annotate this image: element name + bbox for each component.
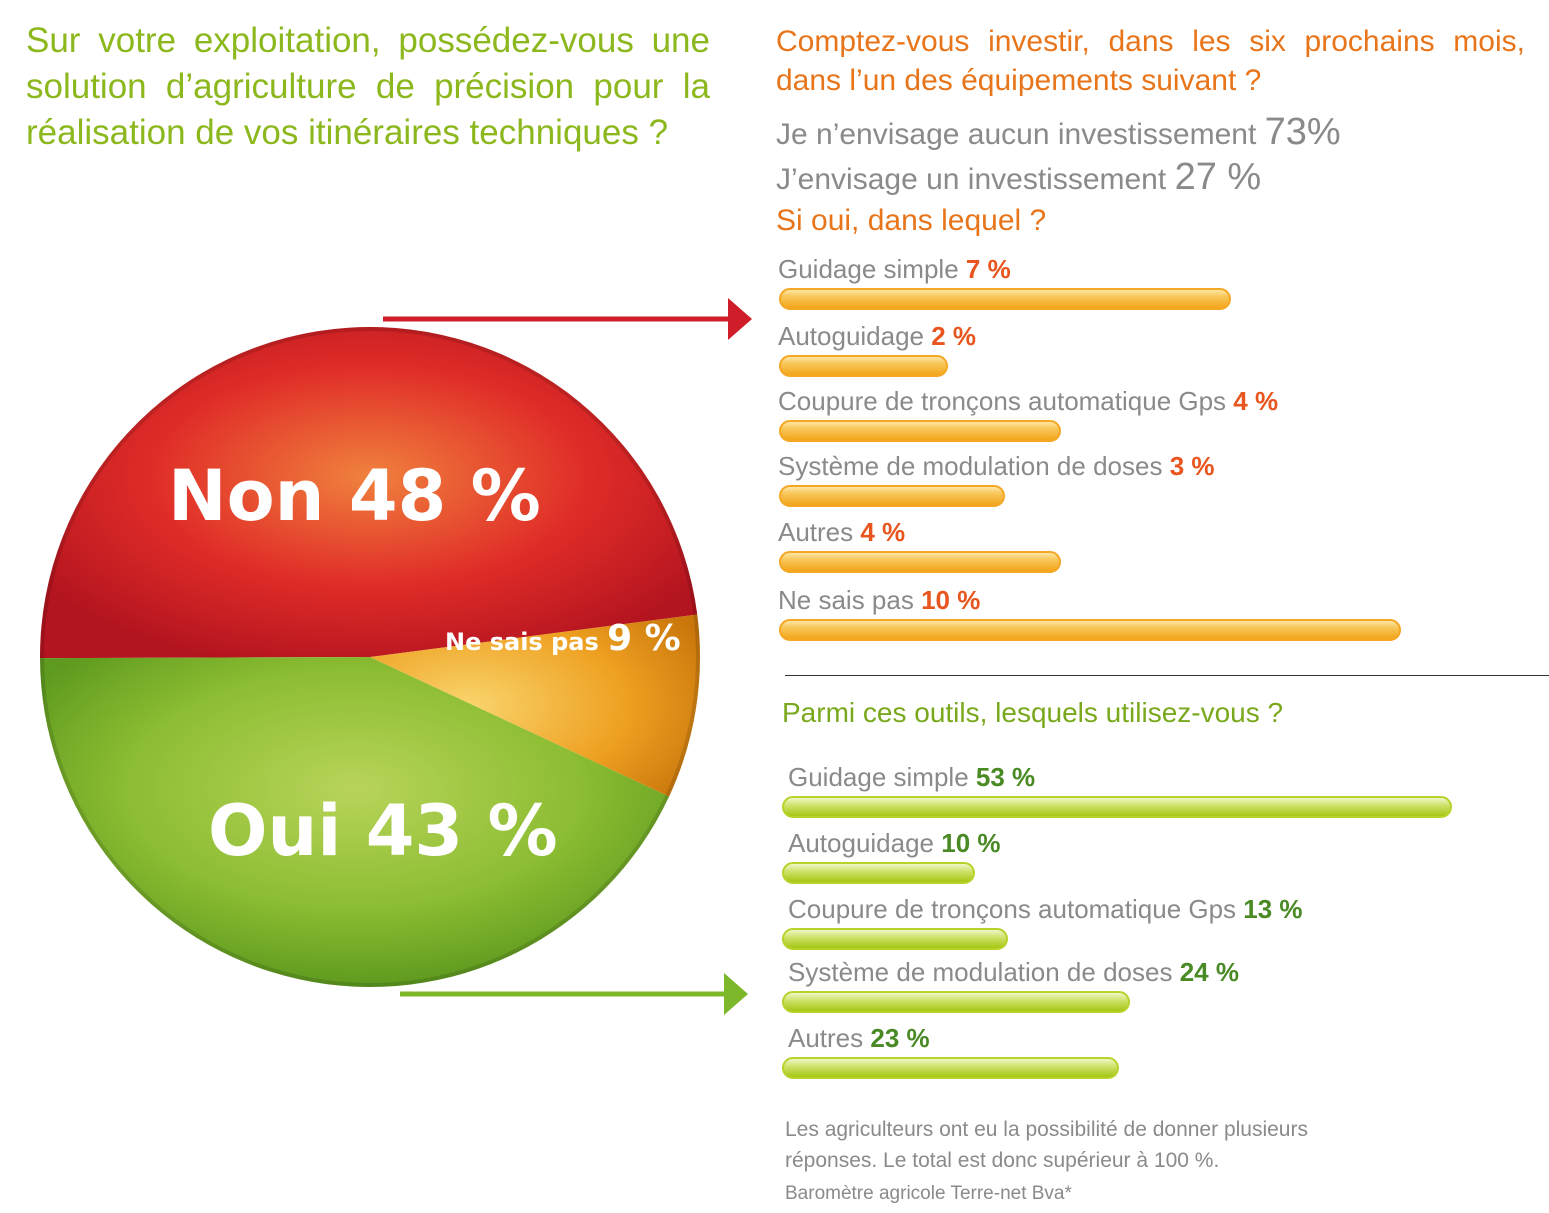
bar-value-label: 10 %	[921, 585, 981, 615]
bar	[779, 288, 1232, 310]
bar-label: Guidage simple 7 %	[778, 254, 1011, 285]
bar	[782, 796, 1453, 818]
invest-none-label: Je n’envisage aucun investissement	[776, 118, 1257, 151]
bar-label: Autres 23 %	[788, 1023, 930, 1054]
invest-none: Je n’envisage aucun investissement 73%	[776, 111, 1341, 154]
pie-label-nsp: Ne sais pas 9 %	[445, 618, 681, 659]
pie-rim	[40, 327, 700, 987]
bar-value-label: 3 %	[1169, 451, 1215, 481]
bar	[779, 619, 1401, 641]
pie-slice-nsp	[370, 614, 700, 797]
bar-label: Ne sais pas 10 %	[778, 585, 980, 616]
bar-category: Autres	[788, 1023, 871, 1053]
pie-question: Sur votre exploitation, possédez-vous un…	[26, 21, 710, 152]
bar	[782, 991, 1131, 1013]
pie-slice-non	[40, 327, 698, 659]
footnote-line-1: Les agriculteurs ont eu la possibilité d…	[785, 1118, 1308, 1141]
bar-category: Coupure de tronçons automatique Gps	[788, 894, 1244, 924]
pie-chart	[40, 298, 752, 1015]
bar-category: Système de modulation de doses	[778, 451, 1170, 481]
invest-none-value: 73%	[1264, 111, 1341, 153]
green-arrow-head	[724, 973, 748, 1015]
bar-label: Autres 4 %	[778, 517, 905, 548]
pie-label-nsp-value: 9 %	[607, 618, 681, 659]
pie-slice-oui	[40, 657, 670, 987]
bar	[782, 862, 975, 884]
bar-category: Guidage simple	[778, 254, 966, 284]
bar-label: Système de modulation de doses 3 %	[778, 451, 1215, 482]
bar	[779, 420, 1062, 442]
invest-one-value: 27 %	[1174, 156, 1262, 198]
bar-category: Autoguidage	[778, 321, 932, 351]
source-credit: Baromètre agricole Terre-net Bva*	[785, 1183, 1072, 1204]
bar-value-label: 2 %	[931, 321, 977, 351]
invest-one: J’envisage un investissement 27 %	[776, 156, 1261, 199]
bar-value-label: 53 %	[975, 762, 1036, 792]
invest-which-heading: Si oui, dans lequel ?	[776, 204, 1047, 237]
bar-value-label: 7 %	[965, 254, 1011, 284]
bar-category: Autoguidage	[788, 828, 942, 858]
bar-label: Coupure de tronçons automatique Gps 13 %	[788, 894, 1303, 925]
bar-value-label: 4 %	[1233, 386, 1279, 416]
bar-label: Autoguidage 10 %	[788, 828, 1001, 859]
red-arrow-head	[728, 298, 752, 340]
section-divider	[785, 675, 1549, 676]
footnote: Les agriculteurs ont eu la possibilité d…	[785, 1114, 1308, 1176]
bar	[782, 928, 1009, 950]
bar	[779, 485, 1005, 507]
bar	[779, 355, 949, 377]
footnote-line-2: réponses. Le total est donc supérieur à …	[785, 1149, 1220, 1172]
bar-category: Système de modulation de doses	[788, 957, 1180, 987]
bar-category: Ne sais pas	[778, 585, 922, 615]
bar-label: Autoguidage 2 %	[778, 321, 976, 352]
bar	[779, 551, 1062, 573]
bar	[782, 1057, 1120, 1079]
bar-value-label: 23 %	[870, 1023, 930, 1053]
bar-label: Système de modulation de doses 24 %	[788, 957, 1239, 988]
use-question: Parmi ces outils, lesquels utilisez-vous…	[782, 697, 1284, 728]
bar-value-label: 13 %	[1243, 894, 1303, 924]
bar-category: Coupure de tronçons automatique Gps	[778, 386, 1234, 416]
bar-value-label: 10 %	[941, 828, 1001, 858]
bar-value-label: 24 %	[1179, 957, 1239, 987]
bar-category: Autres	[778, 517, 861, 547]
pie-label-oui: Oui 43 %	[208, 790, 558, 872]
bar-label: Coupure de tronçons automatique Gps 4 %	[778, 386, 1278, 417]
invest-question: Comptez-vous investir, dans les six proc…	[776, 25, 1525, 97]
bar-value-label: 4 %	[860, 517, 906, 547]
pie-label-nsp-text: Ne sais pas	[445, 628, 599, 656]
bar-category: Guidage simple	[788, 762, 976, 792]
bar-label: Guidage simple 53 %	[788, 762, 1035, 793]
pie-label-non: Non 48 %	[168, 455, 541, 537]
invest-one-label: J’envisage un investissement	[776, 163, 1167, 196]
